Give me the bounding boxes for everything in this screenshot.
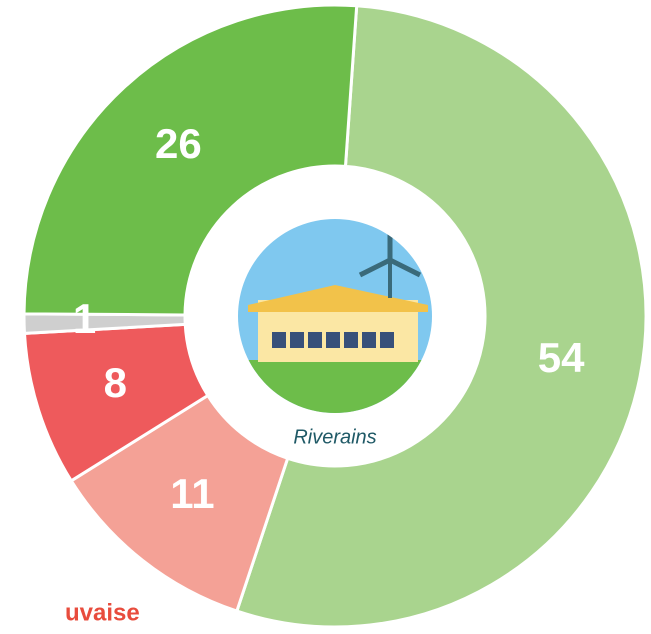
- center-label: Riverains: [293, 426, 376, 448]
- data-label: 1: [73, 295, 96, 342]
- data-label: 26: [155, 120, 202, 167]
- data-label: 8: [104, 359, 127, 406]
- data-label: 11: [170, 470, 214, 517]
- data-label: 54: [538, 334, 585, 381]
- cut-label: uvaise: [65, 599, 140, 626]
- center-icon: [230, 219, 440, 420]
- chart: Riverains uvaise 54 11 81 26: [0, 0, 651, 629]
